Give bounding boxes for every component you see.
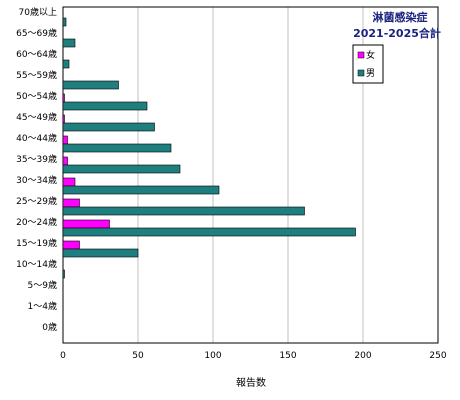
x-tick-label: 150 [279,351,296,361]
y-tick-labels: 70歳以上 65～69歳 60～64歳 55～59歳 50～54歳 45～49歳 40～44… [16,6,57,333]
legend-box [352,44,384,84]
y-tick-label: 40～44歳 [16,132,57,144]
bar-female [62,156,68,166]
x-axis-title: 報告数 [236,376,266,389]
x-tick-label: 0 [60,351,66,361]
bar-male [62,143,172,153]
x-tick-labels: 0 50 100 150 200 250 [60,351,447,361]
legend-label-male: 男 [366,68,375,79]
bar-male [62,164,181,174]
x-tick-label: 200 [354,351,371,361]
bar-male [62,122,155,132]
y-tick-label: 35～39歳 [16,153,57,165]
grid-layer [137,7,364,343]
bar-female [62,93,65,103]
legend: 女 男 [352,44,384,84]
x-tick-label: 50 [132,351,144,361]
y-tick-label: 30～34歳 [16,174,57,186]
bar-male [62,248,139,258]
legend-swatch-female [357,51,365,59]
chart-title-line-1: 淋菌感染症 [373,10,428,24]
plot-area [62,6,439,344]
bar-male [62,185,220,195]
bar-male [62,38,76,48]
bar-female [62,114,65,124]
bars-layer [62,17,356,279]
x-tick-label: 250 [429,351,446,361]
bar-male [62,17,67,27]
y-tick-label: 50～54歳 [16,90,57,102]
legend-label-female: 女 [366,49,375,61]
y-tick-label: 20～24歳 [16,216,57,228]
bar-male [62,101,148,111]
y-tick-label: 15～19歳 [16,237,57,249]
y-tick-label: 70歳以上 [19,6,57,18]
bar-male [62,80,119,90]
y-tick-label: 65～69歳 [16,27,57,39]
y-tick-label: 10～14歳 [16,258,57,270]
y-tick-label: 0歳 [42,321,57,333]
chart-title-line-2: 2021-2025合計 [353,26,441,40]
legend-swatch-male [357,69,365,77]
bar-female [62,177,76,187]
y-tick-label: 60～64歳 [16,48,57,60]
y-tick-label: 55～59歳 [16,69,57,81]
bar-male [62,206,305,216]
bar-male [62,227,356,237]
y-tick-label: 45～49歳 [16,111,57,123]
y-tick-label: 25～29歳 [16,195,57,207]
bar-female [62,240,80,250]
y-tick-label: 1～4歳 [28,300,57,312]
y-tick-label: 5～9歳 [28,279,57,291]
bar-female [62,135,68,145]
bar-female [62,198,80,208]
x-tick-label: 100 [204,351,221,361]
bar-male [62,269,65,279]
bar-male [62,59,70,69]
bar-female [62,219,110,229]
